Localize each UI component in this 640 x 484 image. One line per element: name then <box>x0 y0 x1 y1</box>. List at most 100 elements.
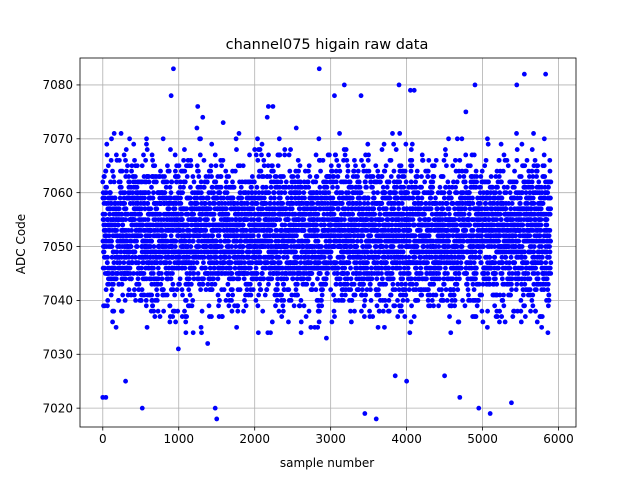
data-point <box>269 239 274 244</box>
data-point <box>167 320 172 325</box>
data-point <box>261 158 266 163</box>
data-point <box>121 260 126 265</box>
data-point <box>132 217 137 222</box>
data-point <box>470 196 475 201</box>
data-point <box>409 147 414 152</box>
data-point <box>198 287 203 292</box>
data-point <box>151 190 156 195</box>
data-point <box>313 180 318 185</box>
data-point <box>283 223 288 228</box>
data-point <box>379 201 384 206</box>
data-point <box>139 298 144 303</box>
data-point <box>251 206 256 211</box>
data-point <box>467 223 472 228</box>
data-point <box>374 276 379 281</box>
data-point <box>341 255 346 260</box>
data-point <box>478 201 483 206</box>
data-point <box>260 142 265 147</box>
data-point <box>383 282 388 287</box>
data-point <box>154 180 159 185</box>
data-point <box>407 255 412 260</box>
data-point <box>187 276 192 281</box>
data-point <box>111 309 116 314</box>
data-point <box>442 190 447 195</box>
data-point <box>382 169 387 174</box>
data-point <box>262 196 267 201</box>
data-point <box>294 287 299 292</box>
data-point <box>269 228 274 233</box>
data-point <box>282 147 287 152</box>
data-point <box>135 244 140 249</box>
data-point <box>341 298 346 303</box>
data-point <box>317 185 322 190</box>
data-point <box>399 303 404 308</box>
data-point <box>239 185 244 190</box>
data-point <box>324 336 329 341</box>
data-point <box>399 309 404 314</box>
data-point <box>241 244 246 249</box>
data-point <box>378 212 383 217</box>
data-point <box>364 185 369 190</box>
data-point <box>284 180 289 185</box>
data-point <box>205 180 210 185</box>
data-point <box>184 298 189 303</box>
data-point <box>438 266 443 271</box>
data-point <box>348 180 353 185</box>
data-point <box>219 185 224 190</box>
data-point <box>457 271 462 276</box>
data-point <box>151 196 156 201</box>
data-point <box>176 346 181 351</box>
data-point <box>474 266 479 271</box>
data-point <box>218 190 223 195</box>
data-point <box>413 180 418 185</box>
data-point <box>295 174 300 179</box>
data-point <box>257 282 262 287</box>
data-point <box>395 298 400 303</box>
data-point <box>435 206 440 211</box>
data-point <box>331 196 336 201</box>
data-point <box>123 298 128 303</box>
data-point <box>445 298 450 303</box>
data-point <box>473 250 478 255</box>
data-point <box>159 255 164 260</box>
data-point <box>237 131 242 136</box>
data-point <box>216 276 221 281</box>
data-point <box>260 309 265 314</box>
data-point <box>189 163 194 168</box>
data-point <box>114 325 119 330</box>
data-point <box>123 158 128 163</box>
data-point <box>251 217 256 222</box>
data-point <box>329 320 334 325</box>
data-point <box>301 190 306 195</box>
data-point <box>284 276 289 281</box>
data-point <box>122 153 127 158</box>
data-point <box>210 287 215 292</box>
data-point <box>384 244 389 249</box>
data-point <box>122 201 127 206</box>
data-point <box>477 255 482 260</box>
data-point <box>267 174 272 179</box>
data-point <box>455 287 460 292</box>
data-point <box>219 244 224 249</box>
data-point <box>279 180 284 185</box>
data-point <box>334 260 339 265</box>
data-point <box>109 293 114 298</box>
data-point <box>377 206 382 211</box>
data-point <box>293 250 298 255</box>
data-point <box>256 293 261 298</box>
data-point <box>158 314 163 319</box>
data-point <box>388 196 393 201</box>
data-point <box>116 298 121 303</box>
data-point <box>340 190 345 195</box>
data-point <box>124 147 129 152</box>
data-point <box>257 250 262 255</box>
data-point <box>372 212 377 217</box>
data-point <box>368 233 373 238</box>
data-point <box>365 266 370 271</box>
data-point <box>353 293 358 298</box>
data-point <box>352 169 357 174</box>
data-point <box>235 303 240 308</box>
data-point <box>361 282 366 287</box>
data-point <box>359 190 364 195</box>
data-point <box>455 136 460 141</box>
